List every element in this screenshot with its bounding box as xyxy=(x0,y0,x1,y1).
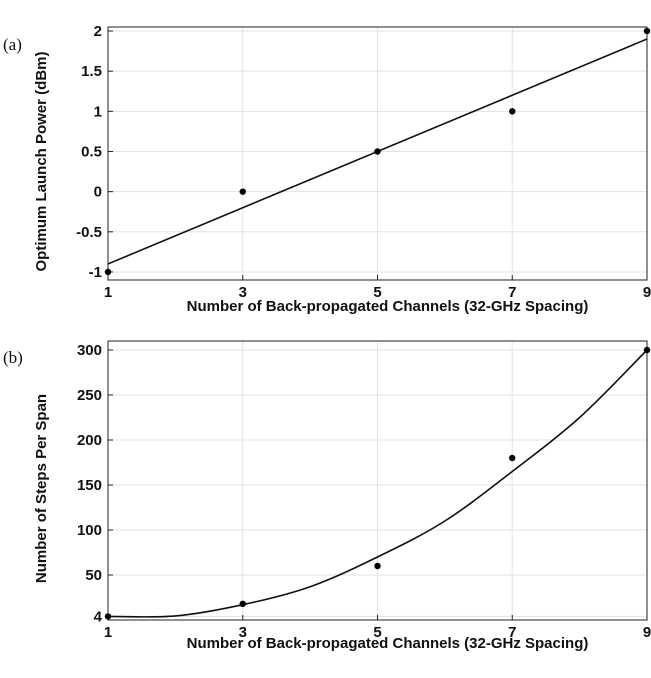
y-tick-label: 200 xyxy=(77,432,102,449)
fit-line xyxy=(107,349,648,618)
y-tick-label: 300 xyxy=(77,342,102,359)
y-tick-label: 250 xyxy=(77,387,102,404)
x-tick-label: 5 xyxy=(373,624,381,641)
y-tick-label: 0 xyxy=(94,184,102,201)
data-point xyxy=(104,268,112,276)
x-axis-label: Number of Back-propagated Channels (32-G… xyxy=(187,298,589,315)
data-point xyxy=(239,600,246,607)
chart-panel-b: 1 3 5 7 9 4 50 100 150 200 250 300 Number of Back-pr… xyxy=(3,340,651,652)
x-axis-label: Number of Back-propagated Channels (32-G… xyxy=(187,635,589,652)
x-tick-label: 3 xyxy=(239,284,247,301)
x-tick-label: 5 xyxy=(373,284,381,301)
y-axis-label: Optimum Launch Power (dBm) xyxy=(33,51,50,271)
x-tick-label: 7 xyxy=(508,624,516,641)
x-tick-label: 3 xyxy=(239,624,247,641)
x-tick-label: 9 xyxy=(643,284,651,301)
data-point xyxy=(643,346,651,354)
panel-label: (b) xyxy=(3,348,23,367)
y-tick-label: 1 xyxy=(94,103,102,120)
chart-panel-a: 1 3 5 7 9 -1 -0.5 0 0.5 1 1.5 2 Number of Back-propa… xyxy=(3,23,651,315)
data-point xyxy=(239,188,246,195)
y-tick-label: 50 xyxy=(85,567,102,584)
y-tick-label: -1 xyxy=(89,264,102,281)
data-point xyxy=(104,613,112,620)
data-point xyxy=(643,27,651,35)
x-tick-label: 7 xyxy=(508,284,516,301)
x-tick-label: 1 xyxy=(104,624,112,641)
y-tick-label: 0.5 xyxy=(81,143,102,160)
y-tick-label: 4 xyxy=(94,608,103,625)
panel-label: (a) xyxy=(3,35,22,54)
x-tick-label: 9 xyxy=(643,624,651,641)
y-tick-label: 2 xyxy=(94,23,102,40)
x-tick-label: 1 xyxy=(104,284,112,301)
y-tick-label: -0.5 xyxy=(76,224,102,241)
data-point xyxy=(509,108,516,115)
y-tick-label: 150 xyxy=(77,477,102,494)
data-point xyxy=(374,562,381,570)
y-tick-label: 1.5 xyxy=(81,63,102,80)
data-point xyxy=(374,148,381,155)
data-point xyxy=(509,454,516,462)
y-tick-label: 100 xyxy=(77,522,102,539)
y-axis-label: Number of Steps Per Span xyxy=(33,394,50,583)
